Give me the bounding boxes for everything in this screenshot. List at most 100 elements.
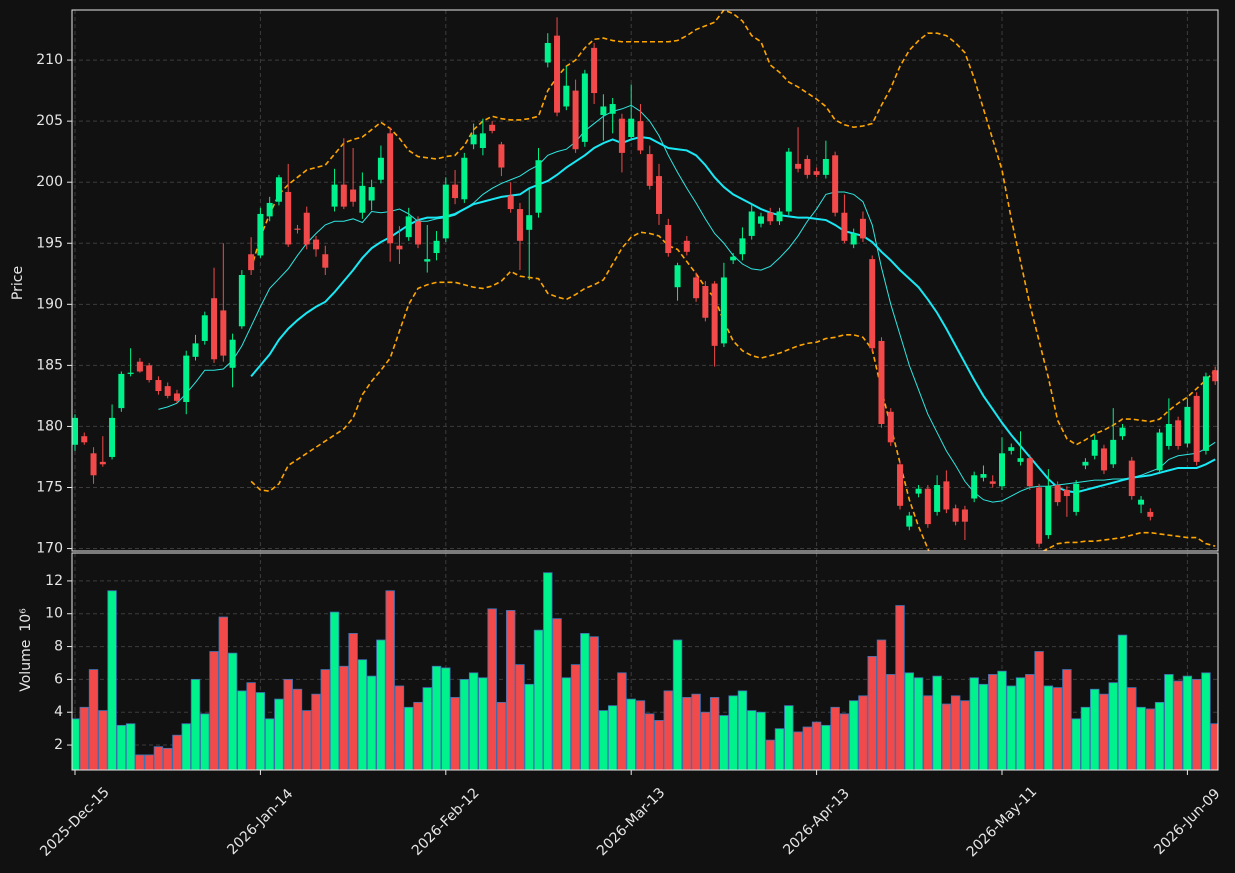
price-frame <box>71 9 1219 552</box>
volume-bar <box>607 705 618 770</box>
y-tick-label: 200 <box>36 174 63 190</box>
candle-body <box>850 233 857 245</box>
volume-bar <box>311 693 321 770</box>
candle-body <box>563 85 570 107</box>
candle-body <box>757 216 764 224</box>
candle-body <box>1017 458 1024 462</box>
volume-bar <box>135 754 145 770</box>
candle-body <box>767 212 774 222</box>
candle-body <box>516 209 523 241</box>
volume-bar <box>895 605 905 770</box>
candle-body <box>173 393 180 401</box>
volume-bar <box>144 754 154 770</box>
candle-body <box>869 259 876 349</box>
candle-body <box>424 259 431 262</box>
volume-bar <box>839 713 850 770</box>
volume-bar <box>1164 674 1174 770</box>
volume-bar <box>728 695 738 770</box>
volume-bar <box>988 674 998 770</box>
candle-body <box>999 453 1005 487</box>
candle-body <box>748 211 755 236</box>
volume-bar <box>79 706 89 770</box>
candle-body <box>146 365 153 381</box>
candle-body <box>1054 485 1061 503</box>
volume-bar <box>487 608 497 770</box>
candle-body <box>303 212 310 245</box>
candle-body <box>1036 487 1043 544</box>
candle-body <box>248 254 255 271</box>
candle-body <box>581 73 588 142</box>
volume-bar <box>932 675 942 770</box>
candle-body <box>136 361 143 372</box>
candle-body <box>989 481 996 484</box>
y-tick-label: 6 <box>54 671 63 687</box>
candle-body <box>211 298 218 360</box>
candle-body <box>832 155 839 213</box>
volume-bar <box>431 665 442 770</box>
candle-body <box>498 144 505 168</box>
candle-body <box>795 163 802 169</box>
volume-bar <box>339 665 349 770</box>
y-tick-label: 195 <box>36 235 63 251</box>
candle-body <box>1175 420 1182 446</box>
volume-bar <box>672 639 683 770</box>
y-tick-label: 210 <box>36 52 63 68</box>
candle-body <box>1165 423 1172 446</box>
volume-bar <box>1108 682 1118 770</box>
candle-body <box>1119 427 1126 437</box>
volume-bar <box>747 710 757 770</box>
candle-body <box>1063 489 1070 497</box>
volume-bar <box>997 670 1007 770</box>
y-tick-label: 170 <box>36 541 63 557</box>
candle-body <box>776 211 783 222</box>
volume-bar <box>264 718 275 770</box>
candle-body <box>340 184 347 207</box>
volume-bar <box>821 724 831 770</box>
y-tick-label: 12 <box>45 573 63 589</box>
candle-body <box>915 488 922 494</box>
volume-bar <box>450 697 460 770</box>
volume-bar <box>950 695 961 770</box>
y-tick-label: 185 <box>36 357 63 373</box>
candle-body <box>331 184 338 207</box>
y-tick-label: 180 <box>36 418 63 434</box>
candle-body <box>859 218 866 239</box>
volume-bar <box>1090 688 1100 770</box>
candle-body <box>118 373 125 409</box>
volume-bar <box>635 700 646 770</box>
volume-bar <box>1201 672 1211 770</box>
candle-body <box>1138 499 1145 505</box>
volume-bar <box>200 713 210 770</box>
candle-body <box>183 355 190 403</box>
candle-body <box>628 118 635 138</box>
candle-body <box>813 171 820 175</box>
volume-bar <box>162 747 173 770</box>
candle-body <box>387 133 394 244</box>
y-tick-label: 8 <box>54 639 63 655</box>
volume-bar <box>570 664 581 770</box>
volume-bar <box>422 687 432 770</box>
volume-bar <box>1173 680 1183 770</box>
volume-bar <box>858 695 868 770</box>
candle-body <box>368 187 375 201</box>
volume-bar <box>1015 677 1026 770</box>
candle-body <box>220 310 227 356</box>
volume-bar <box>274 698 284 770</box>
candle-body <box>646 154 653 186</box>
volume-bar <box>459 678 470 770</box>
candle-body <box>396 245 403 250</box>
volume-bar <box>923 695 933 770</box>
candle-body <box>479 133 486 148</box>
candle-body <box>544 42 551 63</box>
volume-bar <box>941 703 952 770</box>
volume-bar <box>413 701 423 770</box>
candle-body <box>90 453 97 476</box>
volume-bar <box>617 672 627 770</box>
candle-body <box>452 184 459 199</box>
volume-bar <box>737 690 748 770</box>
y-tick-label: 205 <box>36 113 63 129</box>
volume-bar <box>190 678 201 770</box>
candle-body <box>1110 439 1117 465</box>
volume-bar <box>125 723 136 770</box>
